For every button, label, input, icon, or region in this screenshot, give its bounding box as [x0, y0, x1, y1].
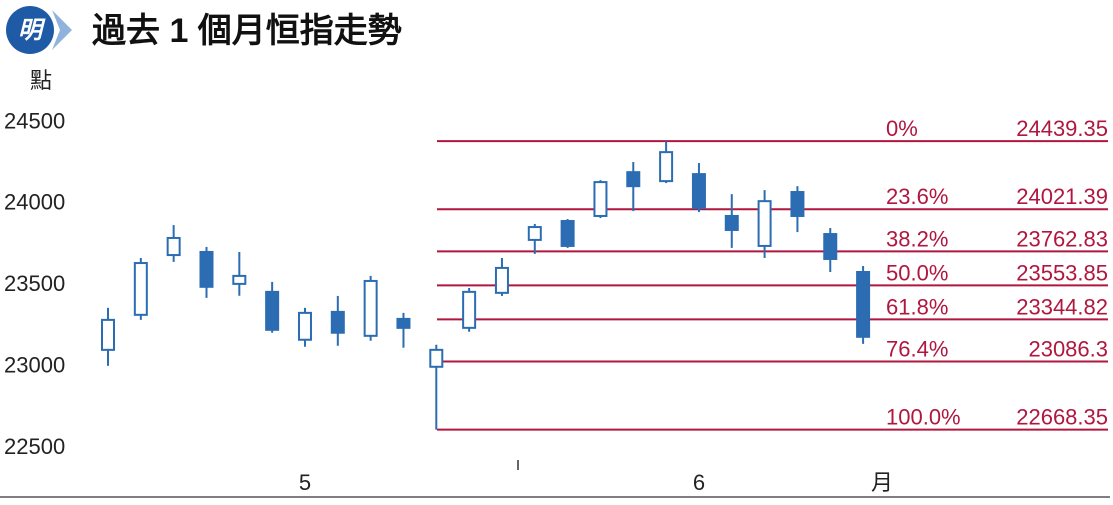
- retracement-label: 50.0%: [886, 260, 948, 285]
- retracement-label: 61.8%: [886, 294, 948, 319]
- retracement-value: 23553.85: [1016, 260, 1108, 285]
- retracement-value: 24021.39: [1016, 184, 1108, 209]
- retracement-value: 22668.35: [1016, 405, 1108, 430]
- y-axis-label: 點: [30, 68, 52, 93]
- candle-body: [823, 233, 838, 260]
- candle-body: [560, 220, 575, 247]
- y-tick-label: 23000: [4, 353, 65, 378]
- y-tick-label: 22500: [4, 434, 65, 459]
- chart-title: 過去 1 個月恒指走勢: [92, 12, 402, 50]
- candle-body: [856, 270, 871, 338]
- retracement-value: 23086.3: [1028, 337, 1108, 362]
- candle-body: [363, 279, 378, 337]
- candle-body: [429, 348, 444, 368]
- y-tick-label: 23500: [4, 271, 65, 296]
- candle-body: [691, 173, 706, 209]
- logo-badge: [6, 6, 54, 54]
- candle-body: [790, 191, 805, 217]
- candle-body: [659, 151, 674, 183]
- retracement-label: 100.0%: [886, 405, 961, 430]
- candle-body: [232, 274, 247, 285]
- x-tick-label: 5: [299, 470, 311, 495]
- logo-text: 明: [18, 17, 46, 44]
- candle-body: [297, 311, 312, 341]
- candle-body: [133, 262, 148, 316]
- retracement-label: 76.4%: [886, 337, 948, 362]
- candle-body: [494, 266, 509, 294]
- candle-body: [724, 214, 739, 231]
- candle-body: [166, 236, 181, 257]
- candle-body: [101, 318, 115, 351]
- retracement-label: 23.6%: [886, 184, 948, 209]
- candle-body: [527, 226, 542, 241]
- retracement-value: 23344.82: [1016, 294, 1108, 319]
- y-tick-label: 24000: [4, 190, 65, 215]
- retracement-label: 38.2%: [886, 226, 948, 251]
- retracement-value: 24439.35: [1016, 116, 1108, 141]
- candle-body: [199, 250, 214, 288]
- y-tick-label: 24500: [4, 108, 65, 133]
- x-unit: 月: [871, 470, 893, 495]
- candle-body: [330, 310, 345, 334]
- logo: 明: [6, 6, 72, 54]
- candle-body: [593, 181, 608, 217]
- candle-body: [757, 200, 772, 247]
- candle-body: [462, 290, 477, 329]
- x-tick-label: 6: [693, 470, 705, 495]
- retracement-value: 23762.83: [1016, 226, 1108, 251]
- candle-body: [396, 317, 411, 329]
- candle-body: [626, 171, 641, 188]
- logo-chevron: [52, 10, 72, 50]
- candle-body: [265, 290, 280, 331]
- retracement-label: 0%: [886, 116, 918, 141]
